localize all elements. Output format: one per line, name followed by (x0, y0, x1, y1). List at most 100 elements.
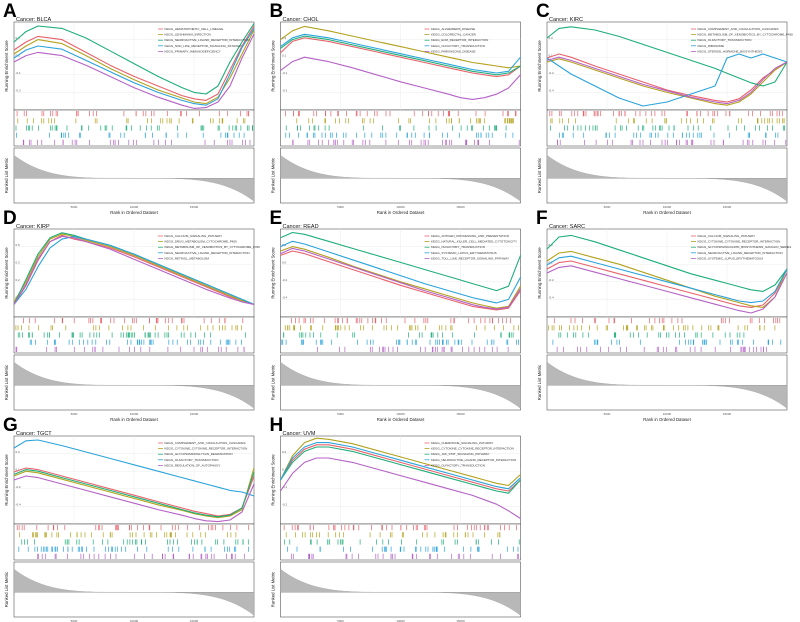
panel-title: Cancer: UVM (283, 431, 316, 437)
series-line (546, 234, 788, 292)
y-tick-label: -0.2 (282, 278, 288, 282)
y-tick-label: 0.1 (549, 53, 554, 57)
legend-label: KEGG_ALZHEIMERS_DISEASE (431, 27, 475, 31)
legend-label: KEGG_CALCIUM_SIGNALING_PATHWAY (698, 234, 756, 238)
x-tick-label: 10000 (396, 412, 405, 416)
x-tick-label: 15000 (723, 412, 732, 416)
y-tick-label: 0.3 (16, 260, 21, 264)
x-tick-label: 5000 (604, 412, 611, 416)
panel-e: E Cancer: READ Running Enrichment Score Ran… (270, 208, 522, 422)
panel-title: Cancer: BLCA (16, 17, 51, 23)
x-tick-label: 5000 (337, 205, 344, 209)
x-tick-label: 15000 (190, 412, 199, 416)
x-tick-label: 10000 (130, 205, 139, 209)
y-tick-label: 0.3 (16, 450, 21, 454)
y-tick-label: 0.3 (549, 36, 554, 40)
legend-label: KEGG_PARKINSONS_DISEASE (431, 49, 475, 53)
legend-label: KEGG_NATURAL_KILLER_CELL_MEDIATED_CYTOTO… (431, 240, 517, 244)
series-line (13, 469, 255, 518)
y-tick-label: 0.1 (282, 53, 287, 57)
y-tick-label: 0.3 (282, 36, 287, 40)
y-axis-label-metric: Ranked List Metric (271, 157, 276, 193)
panel-letter: H (270, 415, 284, 436)
legend-label: KEGG_GLYCOSPHINGOLIPID_BIOSYNTHESIS_GANG… (698, 245, 792, 249)
series-line (546, 53, 788, 107)
series-line (546, 255, 788, 304)
series-line (280, 444, 521, 492)
y-axis-label: Running Enrichment Score (4, 454, 9, 506)
legend-label: KEGG_CYTOKINE_CYTOKINE_RECEPTOR_INTERACT… (165, 447, 248, 451)
legend-label: KEGG_METABOLISM_OF_XENOBIOTICS_BY_CYTOCH… (698, 33, 794, 37)
y-axis-label: Running Enrichment Score (271, 247, 276, 299)
legend-label: KEGG_REGULATION_OF_AUTOPHAGY (165, 463, 221, 467)
series-line (13, 29, 255, 105)
panel-title: Cancer: KIRP (16, 224, 50, 230)
y-tick-label: 0.5 (16, 243, 21, 247)
x-tick-label: 10000 (396, 205, 405, 209)
legend-label: KEGG_DRUG_METABOLISM_CYTOCHROME_P450 (165, 240, 238, 244)
y-axis-label-metric: Ranked List Metric (271, 364, 276, 400)
legend-label: KEGG_METABOLISM_OF_XENOBIOTICS_BY_CYTOCH… (165, 245, 261, 249)
x-axis-label: Rank in Ordered Dataset (110, 417, 158, 422)
series-line (280, 240, 521, 304)
legend-label: KEGG_GLYCOSAMINOGLYCAN_DEGRADATION (165, 452, 233, 456)
y-tick-label: -0.4 (549, 296, 555, 300)
legend-label: KEGG_NEUROACTIVE_LIGAND_RECEPTOR_INTERAC… (698, 251, 783, 255)
x-axis-label: Rank in Ordered Dataset (643, 417, 691, 422)
x-tick-label: 15000 (456, 619, 465, 622)
series-line (13, 28, 255, 106)
x-tick-label: 15000 (723, 205, 732, 209)
legend-label: KEGG_HEMATOPOIETIC_CELL_LINEAGE (165, 27, 224, 31)
panel-f: F Cancer: SARC Running Enrichment Score Ran… (536, 208, 791, 422)
series-line (13, 235, 255, 305)
series-line (280, 457, 521, 519)
x-axis-label: Rank in Ordered Dataset (377, 210, 425, 215)
panel-h: H Cancer: UVM Running Enrichment Score Rank… (270, 415, 521, 622)
x-tick-label: 5000 (71, 619, 78, 622)
legend-label: KEGG_STEROID_HORMONE_BIOSYNTHESIS (698, 49, 763, 53)
legend-label: KEGG_RIBOSOME (698, 44, 725, 48)
x-tick-label: 10000 (130, 619, 139, 622)
series-line (280, 437, 521, 487)
series-line (13, 467, 255, 519)
legend-label: KEGG_OLFACTORY_TRANSDUCTION (698, 38, 752, 42)
legend-label: KEGG_ANTIGEN_PROCESSING_AND_PRESENTATION (431, 234, 509, 238)
legend-label: KEGG_OLFACTORY_TRANSDUCTION (431, 463, 485, 467)
series-line (13, 25, 255, 101)
series-line (280, 446, 521, 494)
legend-label: KEGG_TOLL_LIKE_RECEPTOR_SIGNALING_PATHWA… (431, 256, 509, 260)
y-tick-label: -0.3 (16, 89, 22, 93)
x-tick-label: 5000 (337, 619, 344, 622)
y-tick-label: 0.4 (16, 36, 21, 40)
x-tick-label: 5000 (71, 412, 78, 416)
legend-label: KEGG_PRIMARY_IMMUNODEFICIENCY (165, 49, 221, 53)
x-tick-label: 5000 (71, 205, 78, 209)
y-tick-label: -0.1 (16, 71, 22, 75)
series-line (280, 56, 521, 100)
x-tick-label: 15000 (190, 619, 199, 622)
legend-label: KEGG_JAK_STAT_SIGNALING_PATHWAY (431, 452, 489, 456)
panel-c: C Cancer: KIRC Running Enrichment Score Ran… (536, 1, 793, 215)
x-axis-label: Rank in Ordered Dataset (643, 210, 691, 215)
series-line (546, 58, 788, 106)
series-line (546, 53, 788, 103)
series-line (280, 35, 521, 76)
y-tick-label: -0.2 (549, 278, 555, 282)
series-line (280, 231, 522, 292)
y-axis-label: Running Enrichment Score (4, 40, 9, 92)
panel-letter: D (3, 208, 17, 229)
y-tick-label: 0.1 (282, 467, 287, 471)
x-tick-label: 5000 (337, 412, 344, 416)
panel-letter: G (3, 415, 18, 436)
legend-label: KEGG_NOD_LIKE_RECEPTOR_SIGNALING_PATHWAY (165, 44, 242, 48)
legend-label: KEGG_CYTOKINE_CYTOKINE_RECEPTOR_INTERACT… (698, 240, 781, 244)
legend-label: KEGG_NEUROACTIVE_LIGAND_RECEPTOR_INTERAC… (431, 458, 516, 462)
y-axis-label: Running Enrichment Score (4, 247, 9, 299)
series-line (13, 23, 255, 95)
y-tick-label: -0.1 (282, 485, 288, 489)
panel-title: Cancer: SARC (549, 224, 585, 230)
y-axis-label-metric: Ranked List Metric (271, 571, 276, 607)
series-line (13, 475, 255, 523)
